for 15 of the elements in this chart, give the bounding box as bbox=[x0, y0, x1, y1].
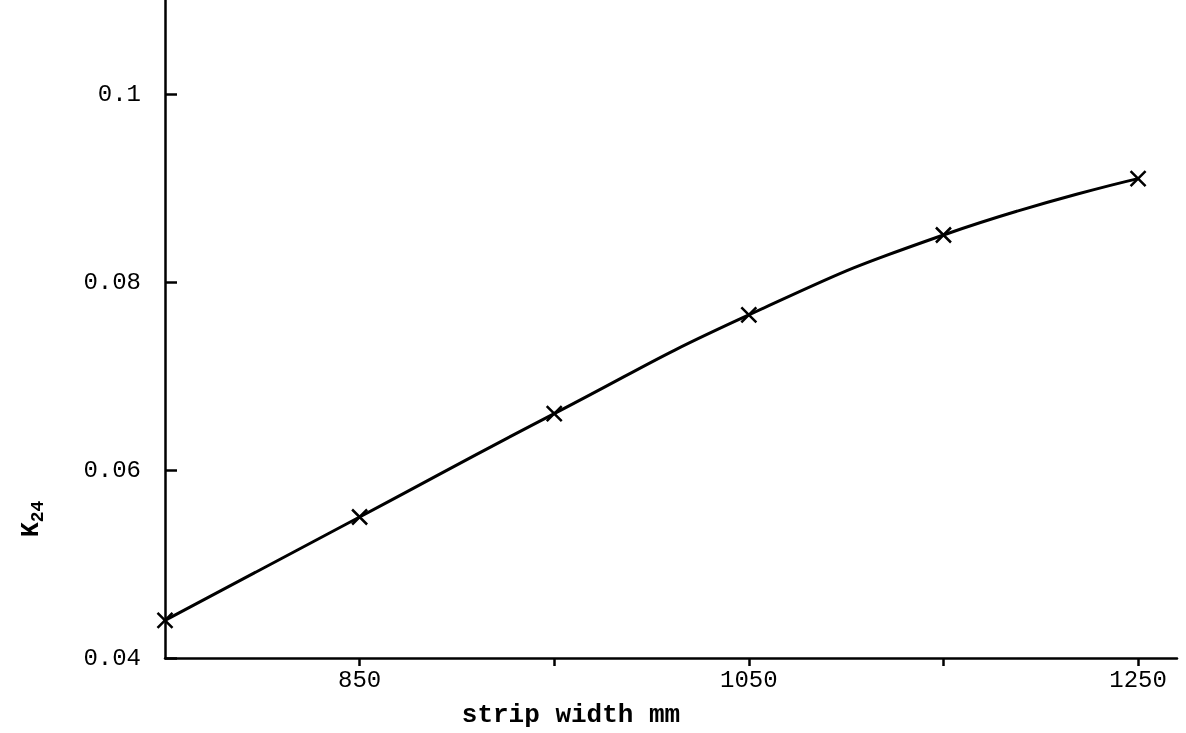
y-tick-label: 0.06 bbox=[83, 456, 141, 484]
point bbox=[934, 226, 953, 244]
point bbox=[1129, 169, 1147, 188]
x-axis-title: strip width mm bbox=[461, 700, 681, 730]
point bbox=[350, 508, 369, 526]
y-tick-label: 0.08 bbox=[83, 268, 141, 296]
point bbox=[156, 611, 174, 630]
x-tick-label: 850 bbox=[338, 666, 382, 694]
x-tick-label: 1250 bbox=[1109, 666, 1167, 694]
x-tick-label: 1050 bbox=[720, 666, 778, 694]
y-axis-title: K24 bbox=[16, 500, 48, 538]
y-tick-label: 0.04 bbox=[83, 644, 141, 672]
point bbox=[545, 404, 563, 423]
point bbox=[740, 306, 758, 324]
y-tick-label: 0.1 bbox=[97, 80, 141, 108]
